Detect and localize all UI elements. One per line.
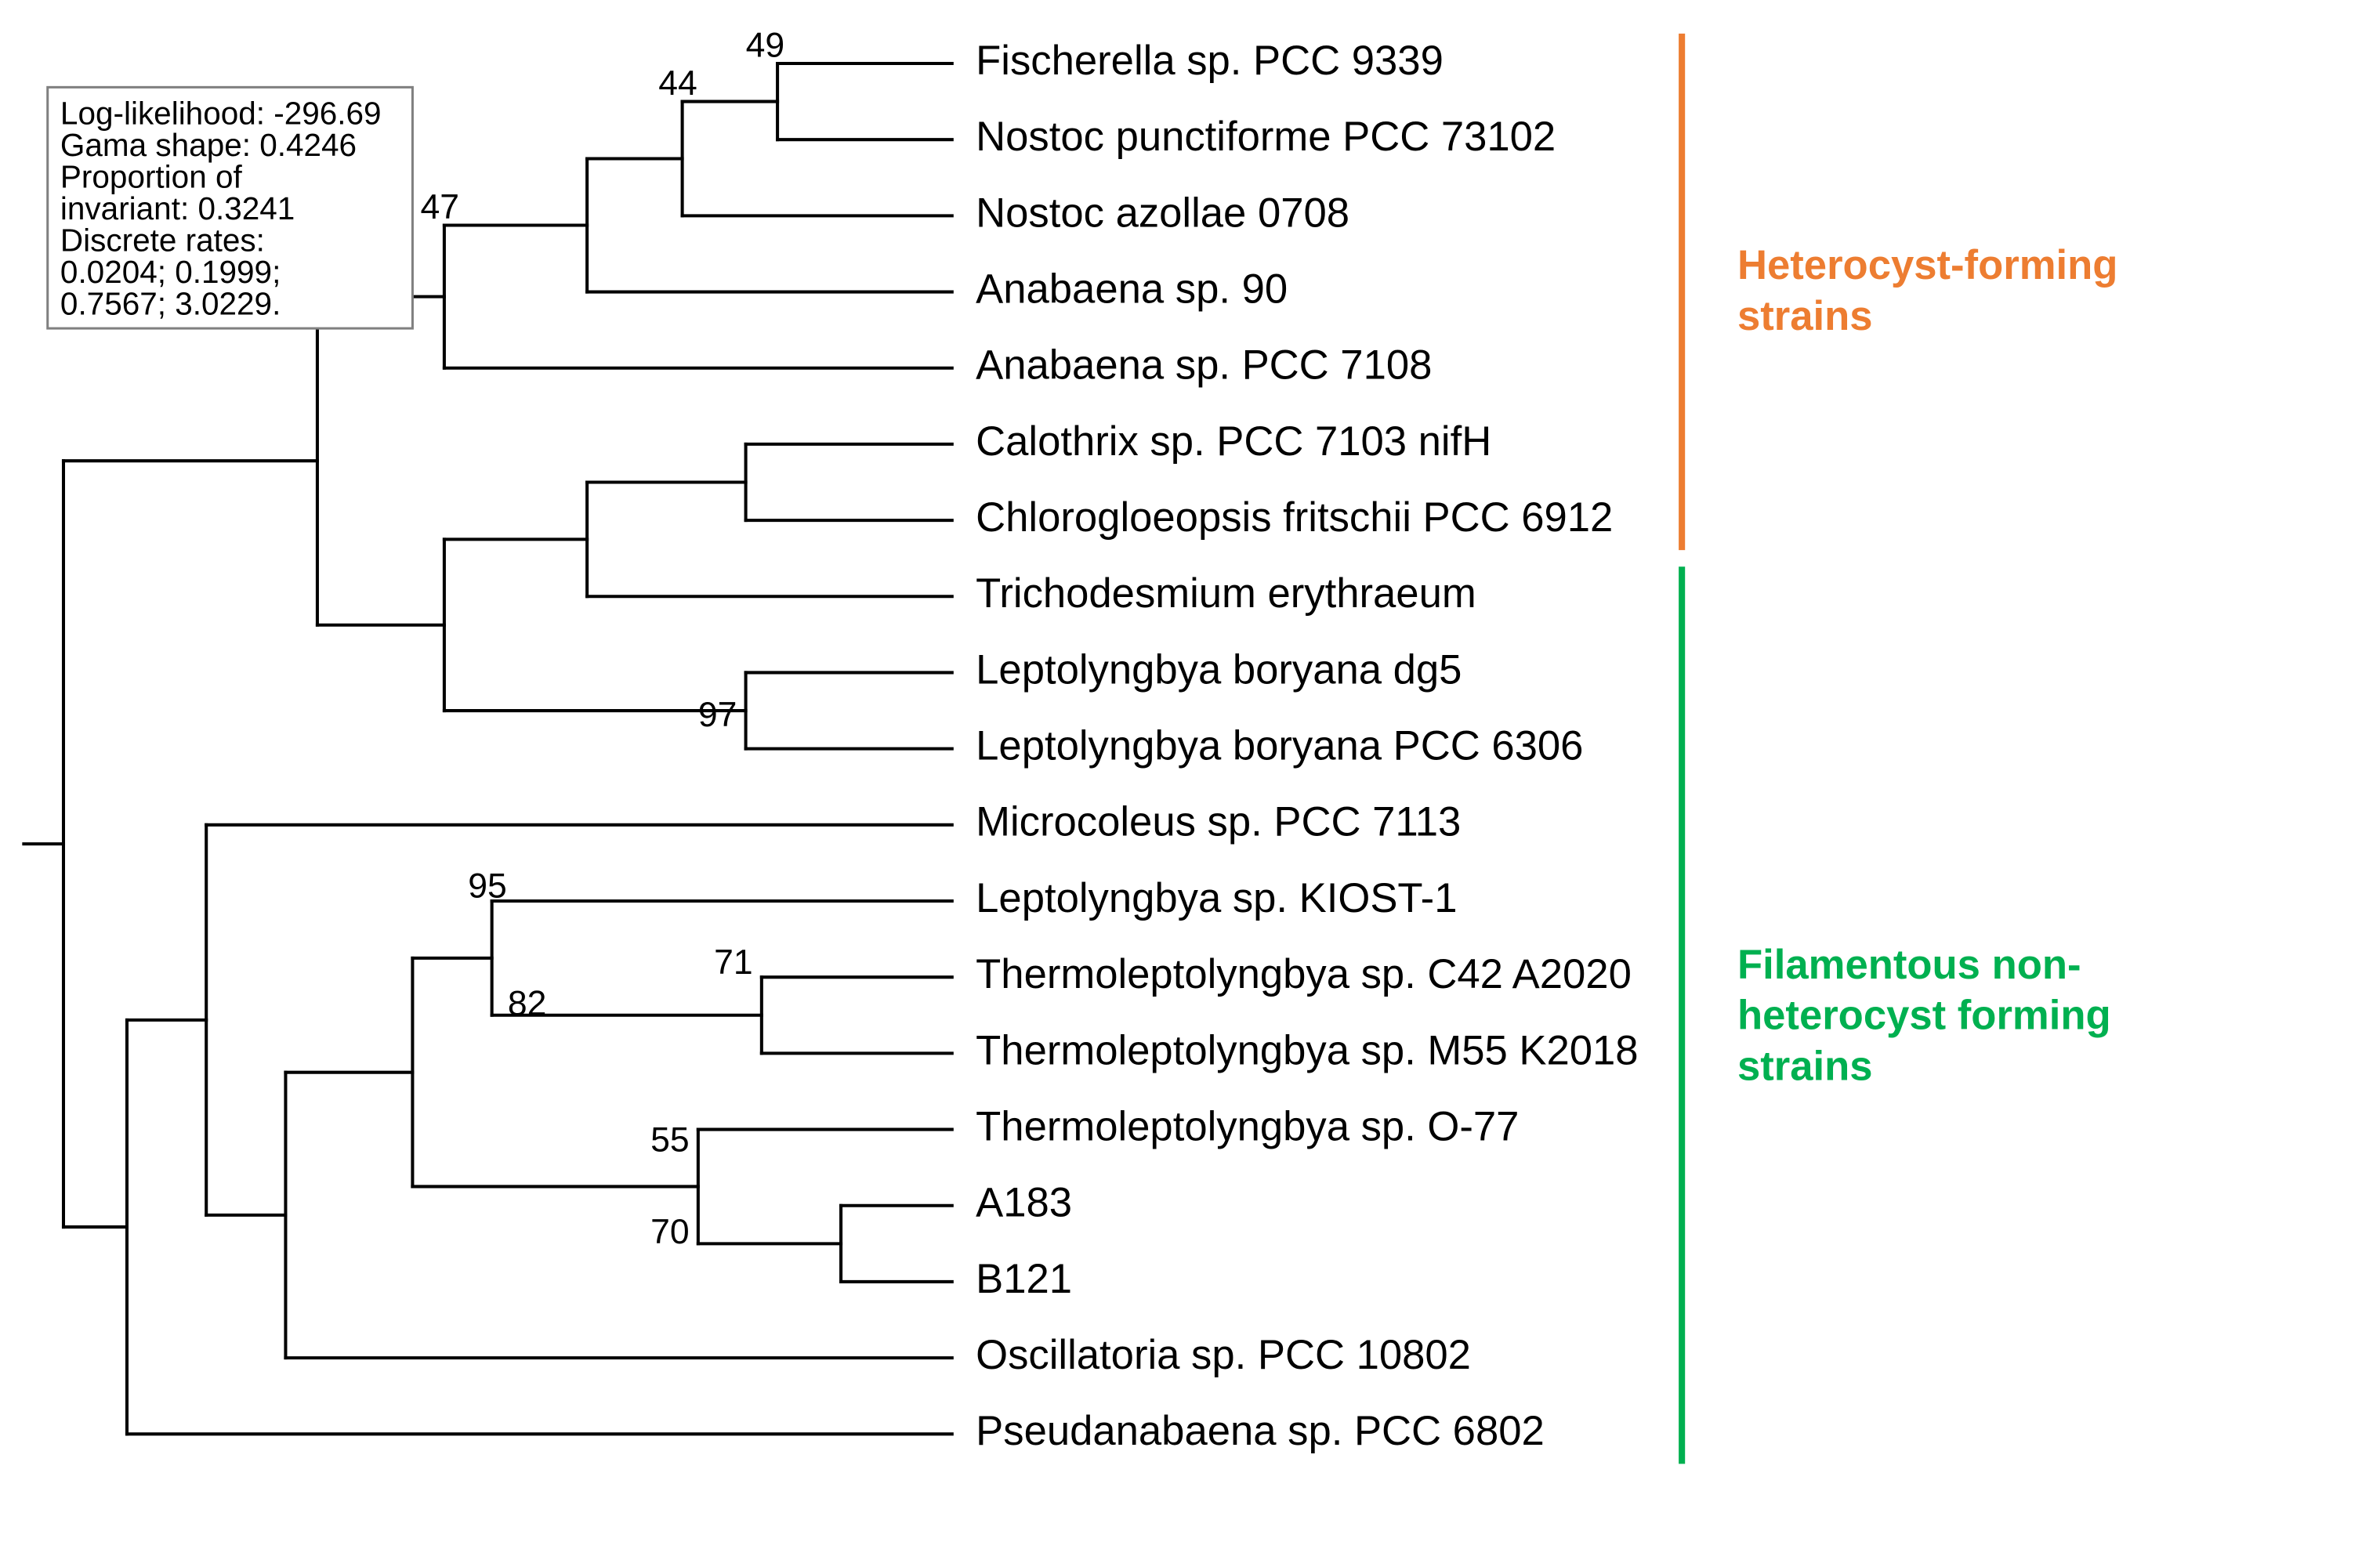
support-value: 55 [650, 1121, 690, 1160]
support-value: 95 [468, 867, 507, 906]
taxon-label: Thermoleptolyngbya sp. O-77 [976, 1103, 1519, 1149]
taxon-label: Leptolyngbya sp. KIOST-1 [976, 875, 1457, 921]
support-value: 97 [698, 696, 737, 734]
taxon-label: Oscillatoria sp. PCC 10802 [976, 1332, 1471, 1378]
taxon-label: Fischerella sp. PCC 9339 [976, 38, 1444, 84]
taxon-label: Anabaena sp. 90 [976, 266, 1288, 312]
stats-line: invariant: 0.3241 [60, 190, 295, 226]
support-value: 47 [421, 188, 460, 226]
taxon-label: Nostoc azollae 0708 [976, 190, 1349, 236]
stats-line: Gama shape: 0.4246 [60, 127, 357, 163]
stats-line: 0.7567; 3.0229. [60, 285, 281, 321]
group-label-filamentous: strains [1737, 1044, 1873, 1090]
group-label-heterocyst: Heterocyst-forming [1737, 242, 2117, 288]
support-value: 71 [714, 943, 753, 982]
group-label-heterocyst: strains [1737, 293, 1873, 339]
support-value: 82 [508, 984, 547, 1022]
taxon-label: Calothrix sp. PCC 7103 nifH [976, 418, 1491, 465]
stats-line: Discrete rates: [60, 222, 265, 258]
taxon-label: Pseudanabaena sp. PCC 6802 [976, 1408, 1545, 1454]
stats-line: Log-likelihood: -296.69 [60, 96, 382, 132]
taxon-label: Microcoleus sp. PCC 7113 [976, 799, 1461, 845]
tree-svg: 49 44 47 97 71 95 70 55 82 Fischerella sp. PCC 93… [0, 0, 2380, 1554]
taxon-label: Thermoleptolyngbya sp. M55 K2018 [976, 1027, 1638, 1073]
stats-line: 0.0204; 0.1999; [60, 254, 281, 290]
stats-line: Proportion of [60, 158, 243, 194]
taxon-label: Anabaena sp. PCC 7108 [976, 342, 1432, 389]
taxon-label: Nostoc punctiforme PCC 73102 [976, 114, 1556, 160]
group-label-filamentous: heterocyst forming [1737, 993, 2111, 1039]
taxon-label: Thermoleptolyngbya sp. C42 A2020 [976, 951, 1632, 997]
taxon-label: Leptolyngbya boryana dg5 [976, 646, 1462, 693]
support-value: 49 [746, 27, 785, 65]
group-label-filamentous: Filamentous non- [1737, 942, 2081, 988]
taxon-label: Trichodesmium erythraeum [976, 570, 1476, 617]
support-value: 44 [658, 64, 697, 103]
taxon-label: Leptolyngbya boryana PCC 6306 [976, 723, 1583, 769]
phylogenetic-tree: 49 44 47 97 71 95 70 55 82 Fischerella sp. PCC 93… [0, 0, 2380, 1554]
taxon-label: B121 [976, 1256, 1072, 1302]
taxon-label: Chlorogloeopsis fritschii PCC 6912 [976, 494, 1613, 541]
taxon-label: A183 [976, 1180, 1072, 1226]
support-value: 70 [650, 1213, 690, 1251]
